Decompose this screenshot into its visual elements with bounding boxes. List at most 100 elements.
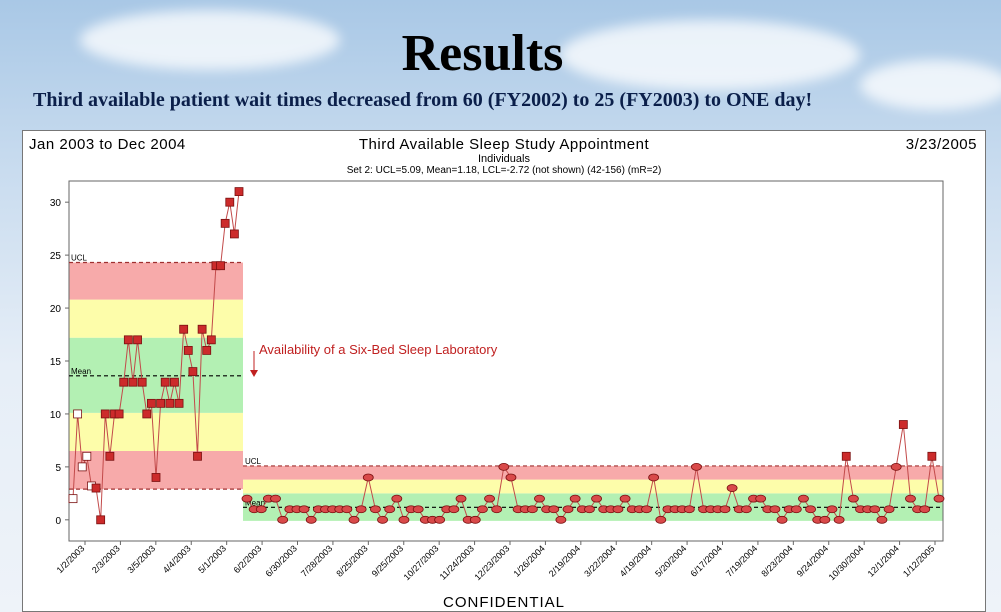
data-point [776,515,788,524]
data-point [890,462,902,471]
control-zone [243,465,943,480]
data-point [548,505,560,514]
x-tick-label: 8/23/2004 [759,543,794,578]
data-point [477,505,488,514]
data-point [160,377,170,387]
y-tick-label: 0 [55,516,61,527]
data-point [833,515,845,524]
data-point [234,187,244,196]
data-point [137,377,147,387]
x-tick-label: 5/1/2003 [196,543,228,575]
y-tick-label: 25 [50,251,62,262]
data-point [220,218,230,228]
data-point [655,515,667,524]
control-limit-label: UCL [71,254,88,263]
control-zone [243,479,943,494]
data-point [170,377,179,387]
chart-footer: CONFIDENTIAL [443,594,565,611]
data-point [341,505,353,514]
x-tick-label: 4/19/2004 [618,543,653,578]
data-point [619,494,631,503]
control-limit-label: Mean [71,367,91,376]
x-tick-label: 2/3/2003 [90,543,122,575]
x-tick-label: 9/25/2003 [370,543,405,578]
data-point [77,462,87,472]
x-tick-label: 6/2/2003 [232,543,264,575]
data-point [740,505,752,514]
control-chart: 0 5 10 15 20 25 30 1/2/2003 2/3/2003 3/5/2003 4/4… [29,136,977,611]
data-point [933,494,945,503]
data-point [188,367,198,376]
data-point [255,505,267,514]
y-tick-label: 10 [50,410,62,421]
data-point [91,483,101,493]
data-point [298,505,310,514]
data-point [398,515,410,524]
data-point [377,515,388,524]
data-point [927,451,937,461]
data-point [876,515,888,524]
x-axis: 1/2/2003 2/3/2003 3/5/2003 4/4/2003 5/1/2003… [55,541,936,582]
data-point [469,515,481,524]
x-tick-label: 3/5/2003 [125,543,157,575]
slide-subtitle: Third available patient wait times decre… [33,89,813,111]
x-tick-label: 9/24/2004 [795,543,830,578]
data-point [883,505,895,514]
data-point [362,473,374,482]
y-tick-label: 5 [55,463,61,474]
data-point [305,515,317,524]
data-point [648,473,660,482]
chart-set-info: Set 2: UCL=5.09, Mean=1.18, LCL=-2.72 (n… [347,165,662,176]
data-point [726,484,738,492]
data-point [847,494,859,503]
chart-header-right: 3/23/2005 [906,136,977,153]
data-point [151,473,161,482]
x-tick-label: 7/19/2004 [724,543,759,578]
data-point [412,505,424,514]
data-point [498,462,510,471]
x-tick-label: 1/2/2003 [55,543,87,575]
data-point [123,335,133,345]
cloud-decoration [860,60,1001,110]
data-point [270,494,281,503]
y-tick-label: 15 [50,357,62,368]
data-point [641,505,652,514]
x-tick-label: 6/17/2004 [689,543,724,578]
data-point [719,505,731,514]
data-point [819,515,831,524]
data-point [755,494,767,503]
data-point [769,505,781,514]
control-zone [69,412,243,451]
data-point [905,494,916,503]
data-point [798,494,809,503]
data-point [73,409,83,419]
x-tick-label: 6/30/2003 [264,543,299,578]
data-point [202,346,212,355]
data-point [179,324,189,334]
data-point [156,398,166,408]
data-point [348,515,360,524]
data-point [225,197,235,207]
data-point [206,335,216,345]
data-point [105,451,115,461]
control-zone [69,299,243,338]
chart-header-left: Jan 2003 to Dec 2004 [29,136,186,153]
data-point [133,335,142,345]
control-chart-panel: 0 5 10 15 20 25 30 1/2/2003 2/3/2003 3/5/2003 4/4… [22,130,986,612]
data-point [455,494,467,503]
data-point [584,505,595,514]
data-point [841,451,851,461]
data-point [197,324,207,334]
x-tick-label: 1/26/2004 [511,543,546,578]
data-point [165,398,175,408]
x-tick-label: 5/20/2004 [653,543,688,578]
x-tick-label: 12/23/2003 [472,543,511,582]
data-point [229,229,239,239]
data-point [216,261,225,271]
data-point [562,505,574,514]
chart-title: Third Available Sleep Study Appointment [359,136,650,153]
x-tick-label: 10/30/2004 [827,543,866,582]
data-point [612,505,624,514]
data-point [391,494,403,503]
y-axis: 0 5 10 15 20 25 30 [50,198,69,527]
